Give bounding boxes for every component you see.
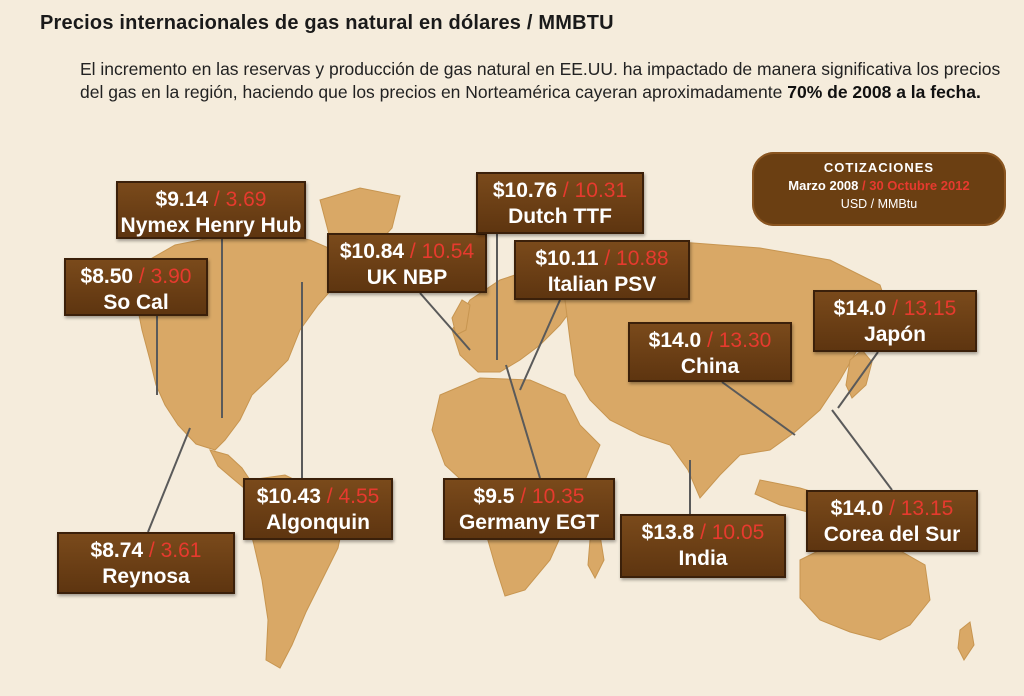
leader-line-china <box>721 381 796 436</box>
hub-name: Nymex Henry Hub <box>120 214 302 237</box>
hub-name: Japón <box>864 323 926 346</box>
leader-line-italian <box>519 299 561 391</box>
legend-title: COTIZACIONES <box>823 160 935 175</box>
price-2008: $13.8 <box>641 521 695 544</box>
legend-period-2008: Marzo 2008 <box>788 178 859 193</box>
price-2012: 3.69 <box>225 188 267 211</box>
marker-reynosa: $8.74 / 3.61 Reynosa <box>57 532 235 594</box>
price-2008: $14.0 <box>648 329 702 352</box>
price-2012: 10.35 <box>531 485 585 508</box>
price-2008: $10.76 <box>492 179 558 202</box>
intro-highlight: 70% <box>787 82 823 102</box>
new-zealand-landmass <box>957 621 975 661</box>
intro-end: de 2008 a la fecha. <box>822 82 981 102</box>
hub-name: Reynosa <box>102 565 190 588</box>
marker-nymex: $9.14 / 3.69 Nymex Henry Hub <box>116 181 306 239</box>
price-2008: $8.50 <box>80 265 134 288</box>
price-2012: 3.90 <box>150 265 192 288</box>
marker-dutch: $10.76 / 10.31 Dutch TTF <box>476 172 644 234</box>
legend-units: USD / MMBtu <box>840 197 918 211</box>
price-2012: 10.54 <box>421 240 475 263</box>
price-2012: 3.61 <box>160 539 202 562</box>
intro-paragraph: El incremento en las reservas y producci… <box>80 58 1010 104</box>
legend-box: COTIZACIONES Marzo 2008 / 30 Octubre 201… <box>752 152 1006 226</box>
marker-japon: $14.0 / 13.15 Japón <box>813 290 977 352</box>
hub-name: So Cal <box>103 291 169 314</box>
hub-name: Germany EGT <box>458 511 600 534</box>
marker-uknbp: $10.84 / 10.54 UK NBP <box>327 233 487 293</box>
price-2012: 13.15 <box>903 297 957 320</box>
hub-name: India <box>678 547 728 570</box>
price-2012: 10.88 <box>616 247 669 270</box>
madagascar-landmass <box>587 534 605 580</box>
price-2012: 10.31 <box>574 179 628 202</box>
marker-china: $14.0 / 13.30 China <box>628 322 792 382</box>
leader-line-uknbp <box>419 292 471 351</box>
legend-period-2012: 30 Octubre 2012 <box>869 178 970 193</box>
hub-name: Algonquin <box>266 511 370 534</box>
leader-line-corea <box>831 409 893 491</box>
marker-india: $13.8 / 10.05 India <box>620 514 786 578</box>
hub-name: Dutch TTF <box>508 205 612 228</box>
marker-germany: $9.5 / 10.35 Germany EGT <box>443 478 615 540</box>
marker-socal: $8.50 / 3.90 So Cal <box>64 258 208 316</box>
price-2012: 4.55 <box>338 485 380 508</box>
price-2008: $10.43 <box>256 485 321 508</box>
price-2008: $9.14 <box>155 188 209 211</box>
price-2008: $10.84 <box>339 240 405 263</box>
price-2008: $14.0 <box>833 297 887 320</box>
price-2012: 13.30 <box>718 329 772 352</box>
page-title: Precios internacionales de gas natural e… <box>40 12 614 34</box>
price-2012: 10.05 <box>711 521 765 544</box>
hub-name: Corea del Sur <box>823 523 961 546</box>
leader-line-japon <box>837 351 879 409</box>
price-2008: $9.5 <box>473 485 515 508</box>
marker-italian: $10.11 / 10.88 Italian PSV <box>514 240 690 300</box>
intro-text: El incremento en las reservas y producci… <box>80 59 1001 102</box>
hub-name: Italian PSV <box>547 273 657 296</box>
price-2012: 13.15 <box>900 497 954 520</box>
australia-landmass <box>799 539 931 641</box>
price-2008: $14.0 <box>830 497 884 520</box>
hub-name: China <box>680 355 740 378</box>
marker-algonquin: $10.43 / 4.55 Algonquin <box>243 478 393 540</box>
legend-separator: / <box>858 178 870 193</box>
hub-name: UK NBP <box>366 266 448 289</box>
marker-corea: $14.0 / 13.15 Corea del Sur <box>806 490 978 552</box>
price-2008: $10.11 <box>535 247 599 270</box>
legend-periods: Marzo 2008 / 30 Octubre 2012 <box>752 178 1006 193</box>
leader-line-reynosa <box>147 427 191 533</box>
leader-line-germany <box>505 364 541 479</box>
price-2008: $8.74 <box>90 539 144 562</box>
